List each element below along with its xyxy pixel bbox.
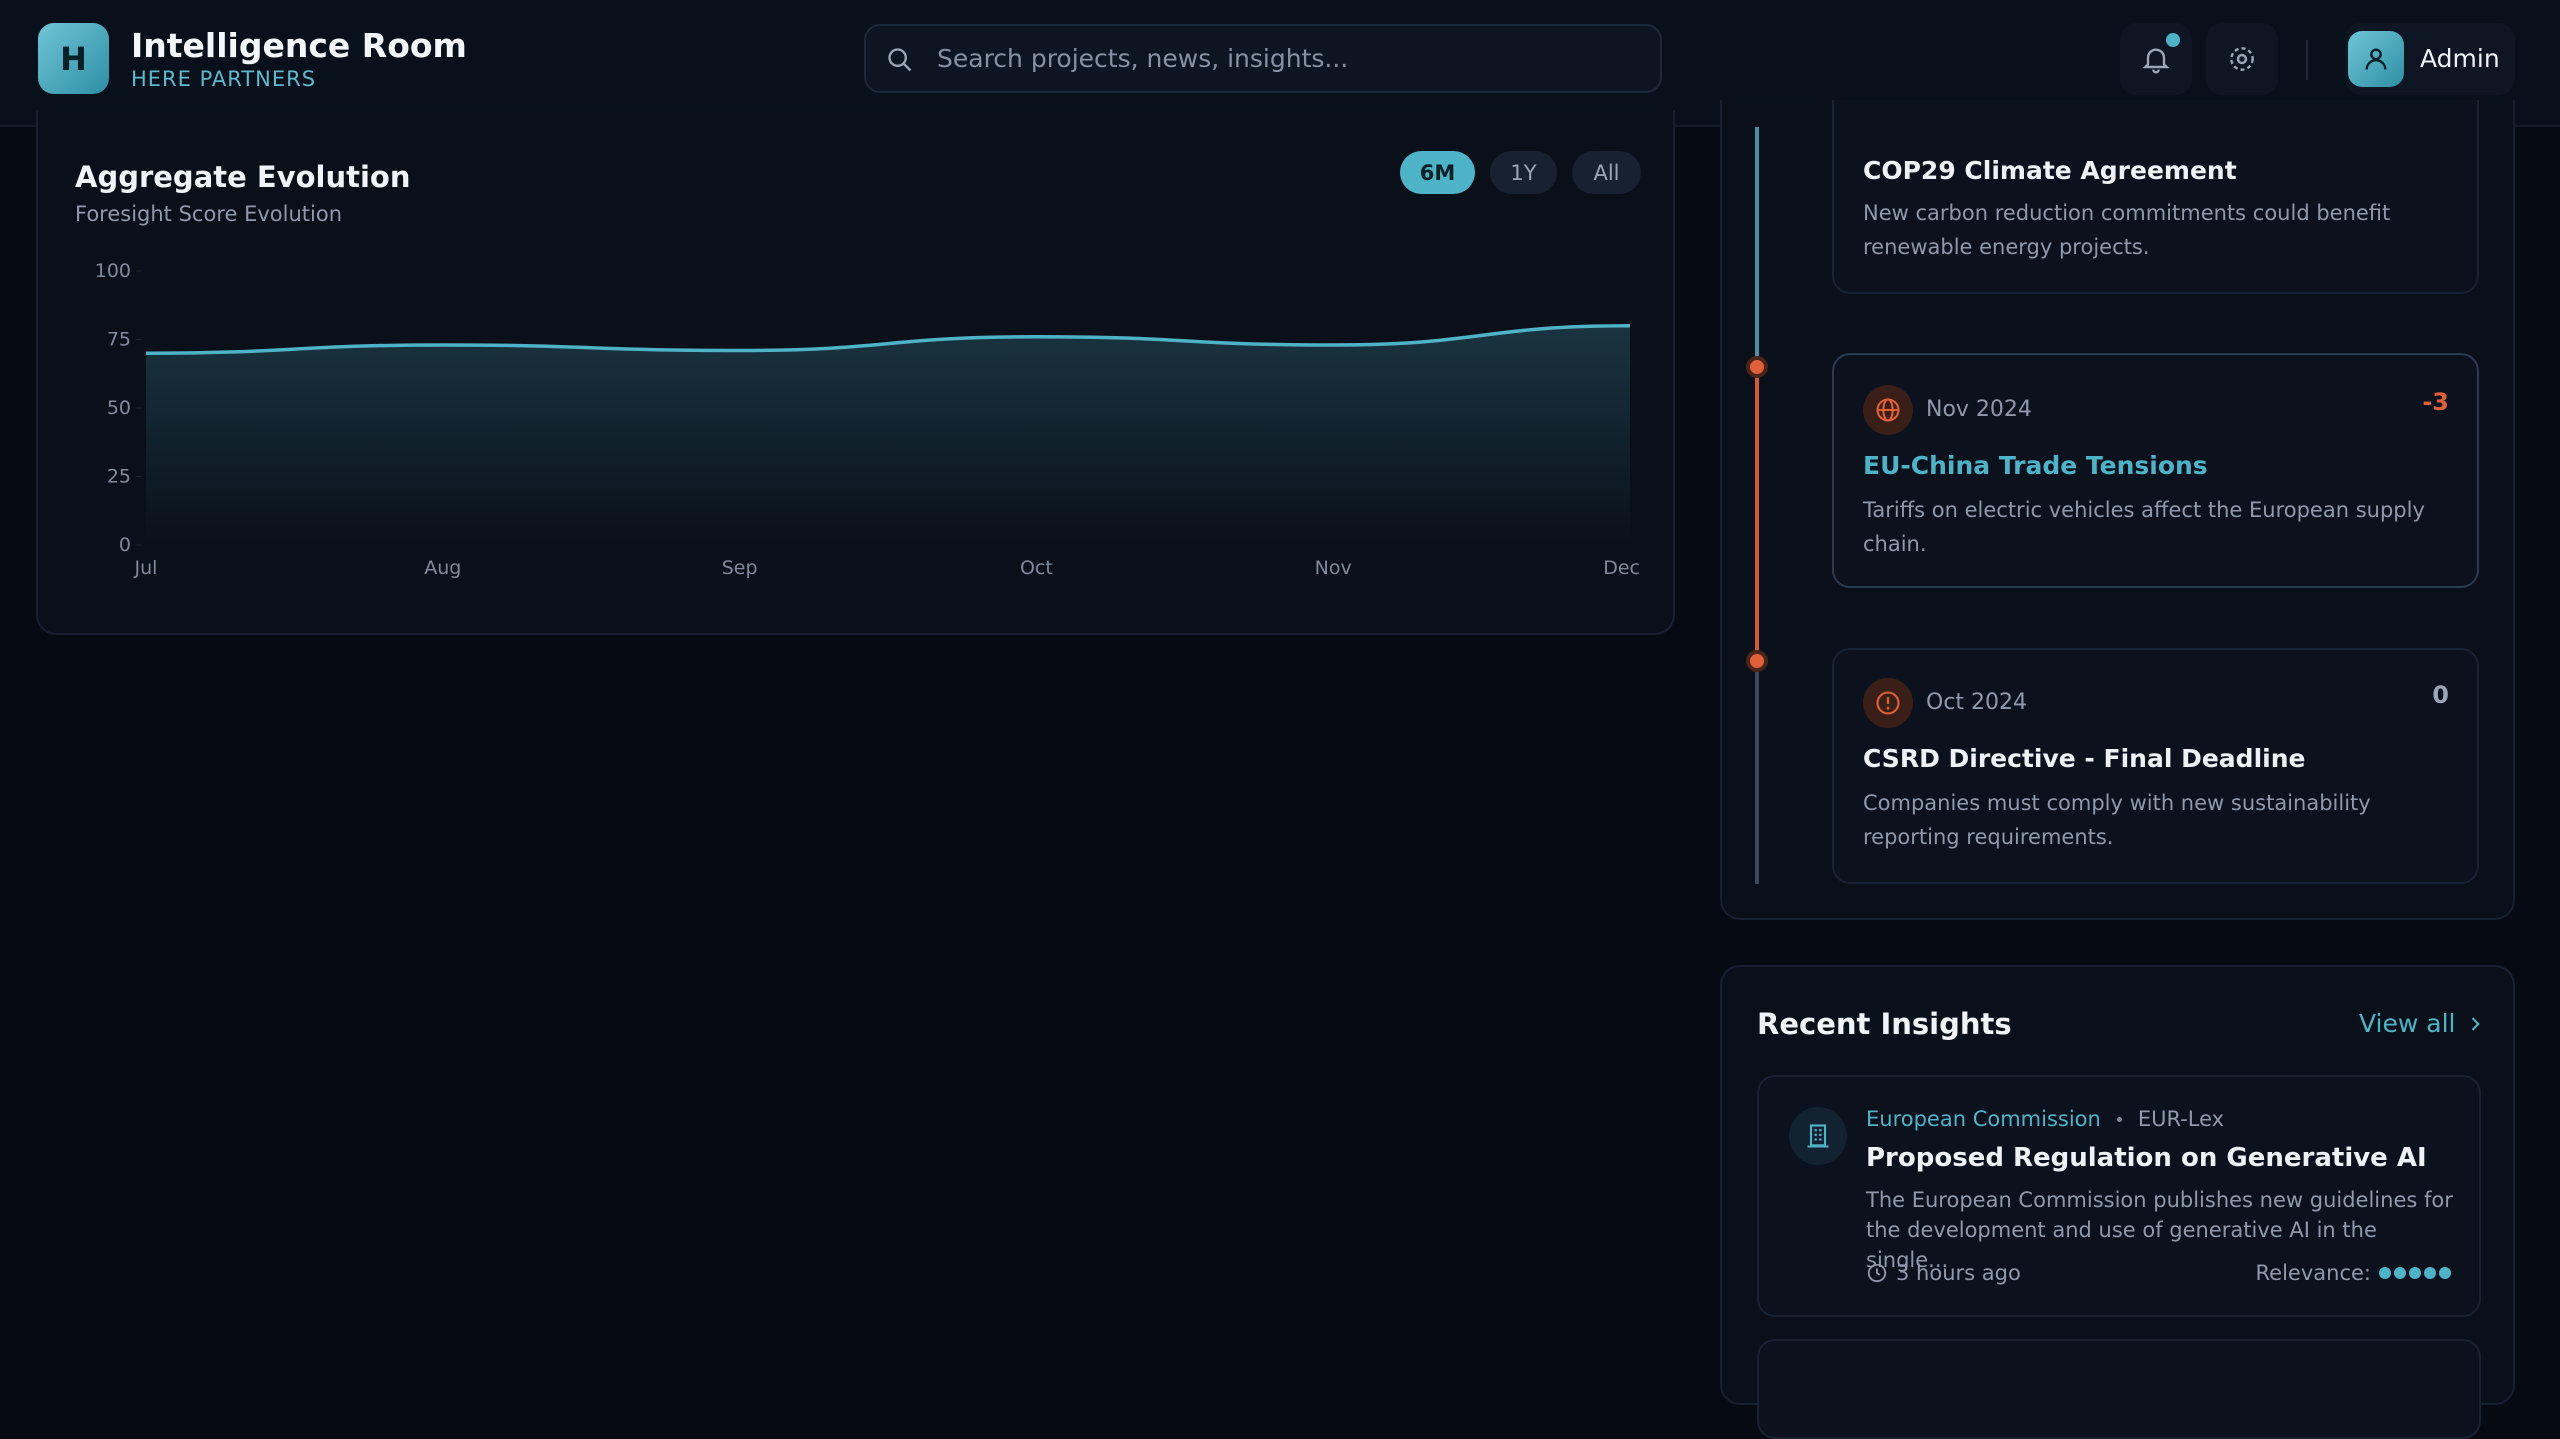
timeline-line-top bbox=[1755, 127, 1759, 367]
x-tick-label: Dec bbox=[1603, 557, 1640, 579]
view-all-text: View all bbox=[2359, 1009, 2456, 1038]
y-tick-label: 100 bbox=[95, 260, 131, 282]
insight-title: Proposed Regulation on Generative AI bbox=[1866, 1143, 2427, 1173]
chart-card: Aggregate Evolution Foresight Score Evol… bbox=[36, 110, 1675, 635]
event-description: Tariffs on electric vehicles affect the … bbox=[1863, 498, 2425, 556]
settings-button[interactable] bbox=[2206, 23, 2278, 95]
relevance-dot bbox=[2379, 1267, 2391, 1279]
event-card[interactable]: Nov 2024 -3 EU-China Trade Tensions Tari… bbox=[1832, 353, 2479, 588]
line bbox=[145, 324, 1631, 355]
notifications-button[interactable] bbox=[2120, 23, 2192, 95]
chart-title: Aggregate Evolution bbox=[75, 160, 411, 194]
range-button[interactable]: 6M bbox=[1400, 151, 1475, 194]
y-tick-label: 0 bbox=[119, 534, 131, 556]
logo[interactable]: H bbox=[38, 23, 109, 94]
relevance-dot bbox=[2394, 1267, 2406, 1279]
insight-time-text: 3 hours ago bbox=[1896, 1261, 2021, 1285]
relevance-dots bbox=[2379, 1267, 2451, 1279]
insight-origin: EUR-Lex bbox=[2137, 1107, 2225, 1131]
event-title: COP29 Climate Agreement bbox=[1863, 156, 2237, 185]
chevron-icon bbox=[2472, 1016, 2481, 1031]
bell-icon bbox=[2142, 48, 2170, 74]
event-icon bbox=[1863, 385, 1913, 435]
search-box[interactable]: Search projects, news, insights... bbox=[864, 24, 1662, 93]
insight-source: European Commission bbox=[1866, 1107, 2101, 1131]
search-placeholder: Search projects, news, insights... bbox=[937, 44, 1349, 73]
avatar bbox=[2348, 31, 2404, 87]
y-tick-label: 25 bbox=[107, 466, 131, 488]
divider bbox=[2306, 40, 2308, 80]
x-tick-label: Sep bbox=[722, 557, 758, 579]
x-tick-label: Oct bbox=[1020, 557, 1053, 579]
timeline-dot bbox=[1746, 650, 1768, 672]
timeline-dot bbox=[1746, 356, 1768, 378]
event-card[interactable]: Oct 2024 0 CSRD Directive - Final Deadli… bbox=[1832, 648, 2479, 884]
view-all-link[interactable]: View all bbox=[2359, 1009, 2485, 1038]
event-change: -3 bbox=[2422, 388, 2449, 416]
user-icon bbox=[2365, 48, 2387, 70]
insight-item[interactable] bbox=[1757, 1339, 2481, 1439]
relevance-label: Relevance: bbox=[2255, 1261, 2371, 1285]
user-button[interactable]: Admin bbox=[2345, 23, 2515, 95]
search-icon bbox=[888, 48, 912, 72]
event-icon bbox=[1863, 678, 1913, 728]
event-date: Oct 2024 bbox=[1926, 690, 2028, 715]
insight-relevance: Relevance: bbox=[2256, 1261, 2451, 1285]
clock-icon bbox=[1867, 1263, 1887, 1283]
event-date: Nov 2024 bbox=[1926, 397, 2032, 422]
header: H Intelligence Room HERE PARTNERS Search… bbox=[0, 0, 2560, 127]
alert-icon bbox=[1876, 691, 1900, 715]
range-button[interactable]: All bbox=[1572, 151, 1641, 194]
insight-icon bbox=[1789, 1107, 1847, 1165]
event-description: Companies must comply with new sustainab… bbox=[1863, 791, 2371, 849]
chart-subtitle: Foresight Score Evolution bbox=[75, 202, 343, 226]
relevance-dot bbox=[2439, 1267, 2451, 1279]
insight-time: 3 hours ago bbox=[1866, 1261, 2021, 1285]
x-tick-label: Aug bbox=[424, 557, 461, 579]
event-description: New carbon reduction commitments could b… bbox=[1863, 201, 2391, 259]
gear-icon bbox=[2230, 47, 2254, 71]
y-tick-label: 75 bbox=[107, 329, 131, 351]
event-title: CSRD Directive - Final Deadline bbox=[1863, 744, 2306, 773]
y-tick-label: 50 bbox=[107, 397, 131, 419]
app-subtitle: HERE PARTNERS bbox=[131, 67, 317, 91]
range-button[interactable]: 1Y bbox=[1490, 151, 1557, 194]
x-tick-label: Nov bbox=[1315, 557, 1352, 579]
timeline-line-bottom bbox=[1755, 661, 1759, 884]
event-title[interactable]: EU-China Trade Tensions bbox=[1863, 451, 2208, 480]
notification-dot bbox=[2166, 33, 2180, 47]
insight-meta: European Commission EUR-Lex bbox=[1866, 1107, 2224, 1131]
area bbox=[146, 325, 1630, 545]
timeline-line-mid bbox=[1755, 367, 1759, 661]
relevance-dot bbox=[2409, 1267, 2421, 1279]
insight-item[interactable]: European Commission EUR-Lex Proposed Reg… bbox=[1757, 1075, 2481, 1317]
globe-icon bbox=[1876, 398, 1900, 422]
event-change: 0 bbox=[2432, 681, 2449, 709]
relevance-dot bbox=[2424, 1267, 2436, 1279]
meta-separator bbox=[2116, 1116, 2122, 1122]
insight-description: The European Commission publishes new gu… bbox=[1866, 1188, 2453, 1272]
building-icon bbox=[1807, 1124, 1829, 1148]
event-card[interactable]: COP29 Climate Agreement New carbon reduc… bbox=[1832, 100, 2479, 294]
x-tick-label: Jul bbox=[134, 557, 158, 579]
user-name: Admin bbox=[2420, 44, 2500, 73]
insights-card: Recent Insights View all European Commis… bbox=[1720, 965, 2515, 1439]
app-title: Intelligence Room bbox=[131, 26, 467, 65]
insights-title: Recent Insights bbox=[1757, 1007, 2012, 1041]
chart: 0 25 50 75 100 Jul Aug Sep Oct Nov Dec bbox=[95, 260, 1640, 579]
